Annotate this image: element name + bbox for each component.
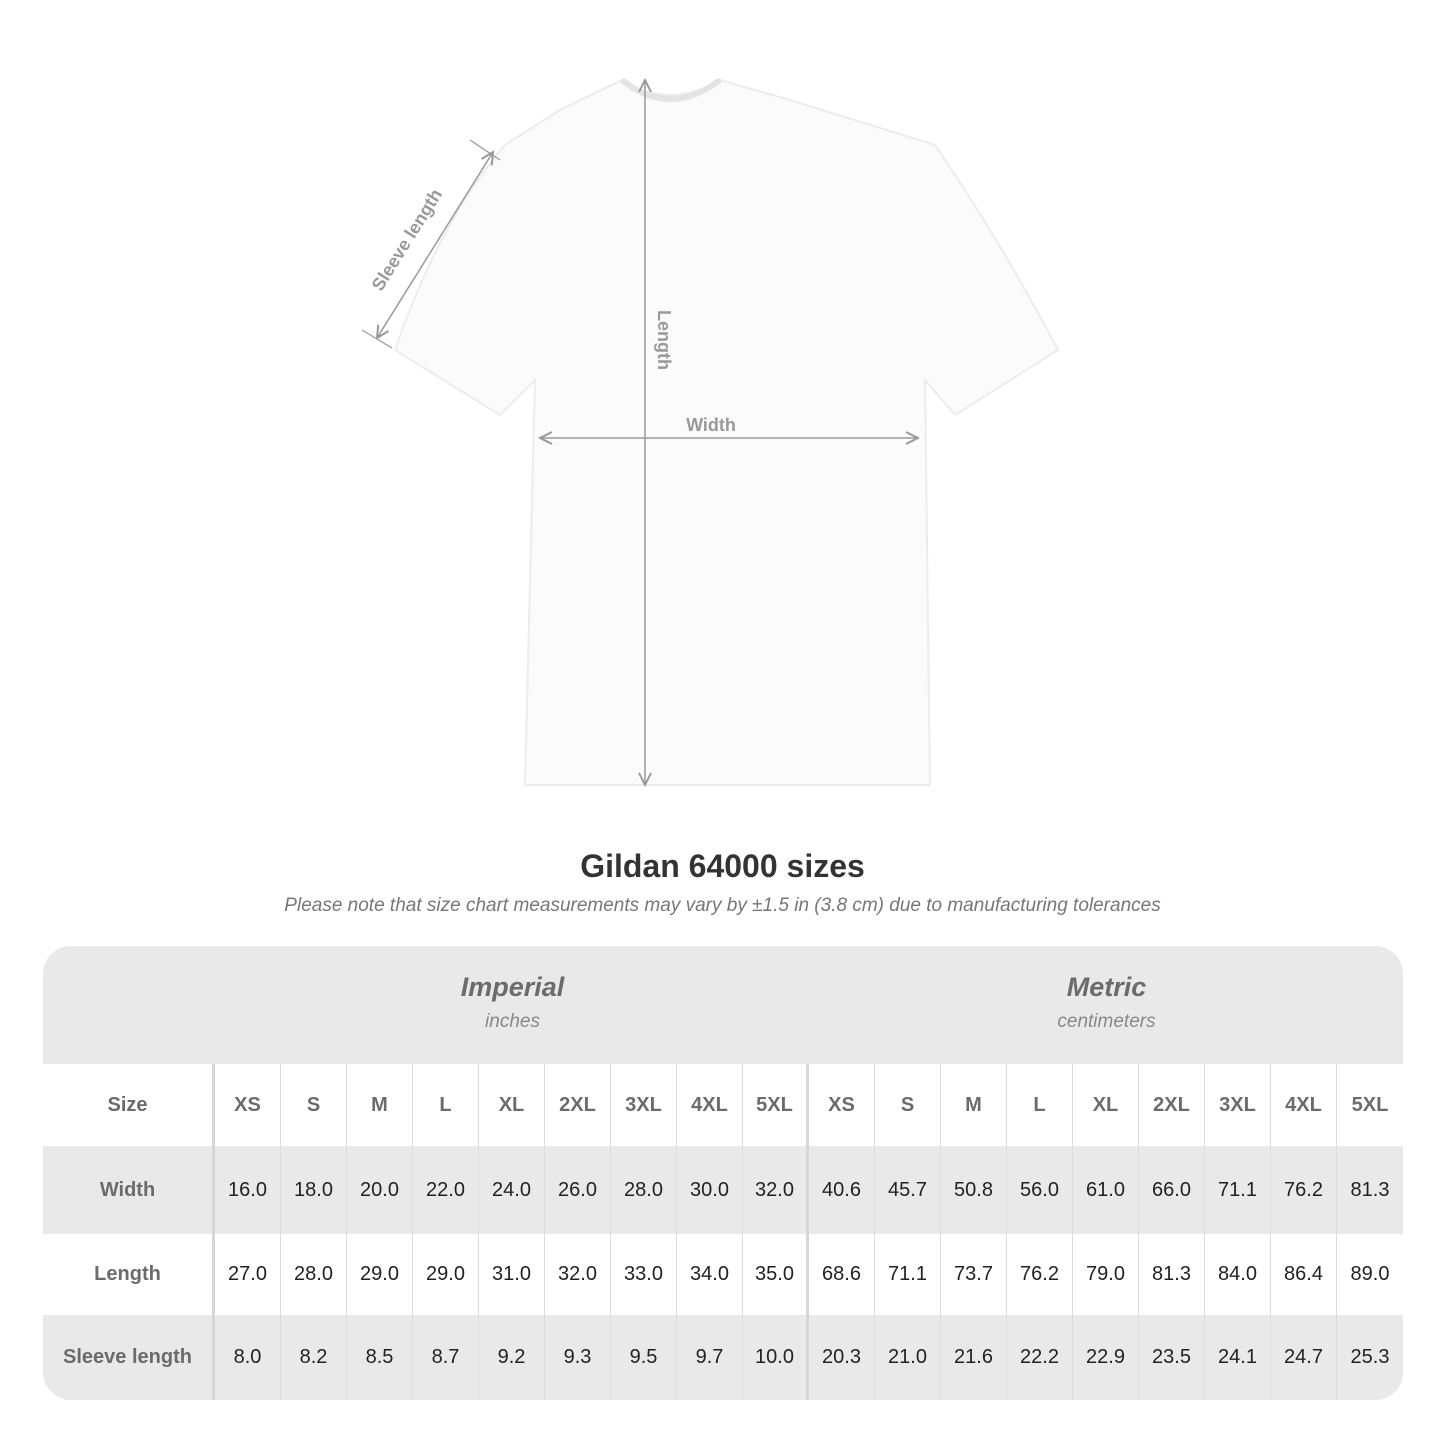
table-cell: 32.0 [545,1234,611,1315]
table-cell: 31.0 [479,1234,545,1315]
table-cell: 71.1 [1205,1146,1271,1234]
size-header-cell: M [941,1064,1007,1146]
size-table: Imperial inches Metric centimeters Size X… [43,946,1403,1400]
table-cell: 33.0 [611,1234,677,1315]
table-cell: 8.2 [281,1315,347,1400]
size-header-cell: XS [809,1064,875,1146]
table-cell: 81.3 [1350,1178,1390,1201]
table-cell: 84.0 [1205,1234,1271,1315]
size-header-cell: 3XL [611,1064,677,1146]
table-cell: 10.0 [743,1315,809,1400]
table-cell: 20.3 [809,1315,875,1400]
size-header-cell: XL [479,1064,545,1146]
table-cell: 79.0 [1073,1234,1139,1315]
table-cell: 26.0 [545,1146,611,1234]
table-cell: 9.7 [677,1315,743,1400]
table-cell: 35.0 [743,1234,809,1315]
table-cell: 89.0 [1350,1263,1390,1285]
page-title: Gildan 64000 sizes [580,848,865,884]
table-cell: 9.2 [479,1315,545,1400]
table-row-width: Width 16.0 18.0 20.0 22.0 24.0 26.0 28.0 30.0 32.… [43,1146,1403,1234]
table-cell: 8.0 [215,1315,281,1400]
size-header-cell: S [875,1064,941,1146]
table-cell: 73.7 [941,1234,1007,1315]
table-cell: 50.8 [941,1146,1007,1234]
table-cell: 22.2 [1007,1315,1073,1400]
metric-unit: centimeters [1057,1011,1156,1032]
size-header-cell: S [281,1064,347,1146]
table-cell: 23.5 [1139,1315,1205,1400]
size-header-cell: XS [215,1064,281,1146]
length-label: Length [654,310,674,370]
tolerance-note: Please note that size chart measurements… [284,895,1161,916]
table-cell: 8.7 [413,1315,479,1400]
table-cell: 24.7 [1271,1315,1337,1400]
sleeve-arrow [377,152,493,338]
row-label: Length [43,1234,215,1315]
table-cell: 22.0 [413,1146,479,1234]
table-row-length: Length 27.0 28.0 29.0 29.0 31.0 32.0 33.0 34.0 35… [43,1234,1403,1315]
size-header-cell: M [347,1064,413,1146]
metric-title: Metric [1066,972,1147,1002]
size-header-cell: 2XL [545,1064,611,1146]
size-header-cell: 4XL [677,1064,743,1146]
imperial-unit: inches [485,1011,540,1032]
table-cell: 66.0 [1139,1146,1205,1234]
table-cell: 25.3 [1350,1346,1390,1368]
table-cell: 40.6 [809,1146,875,1234]
table-cell: 27.0 [215,1234,281,1315]
table-cell: 9.3 [545,1315,611,1400]
table-row-sleeve-length: Sleeve length 8.0 8.2 8.5 8.7 9.2 9.3 9.5 9.7 10.… [43,1315,1403,1400]
table-cell: 8.5 [347,1315,413,1400]
table-cell: 68.6 [809,1234,875,1315]
size-header-cell: 2XL [1139,1064,1205,1146]
imperial-header: Imperial inches [215,946,810,1064]
table-cell: 71.1 [875,1234,941,1315]
table-cell: 20.0 [347,1146,413,1234]
imperial-title: Imperial [460,972,565,1002]
size-header-cell: 3XL [1205,1064,1271,1146]
table-cell: 56.0 [1007,1146,1073,1234]
size-header-cell: L [1007,1064,1073,1146]
table-cell: 28.0 [611,1146,677,1234]
row-label: Width [43,1146,215,1234]
table-cell: 30.0 [677,1146,743,1234]
table-cell: 29.0 [413,1234,479,1315]
table-cell: 81.3 [1139,1234,1205,1315]
metric-header: Metric centimeters [810,946,1403,1064]
width-label: Width [686,415,736,435]
tshirt-diagram: Width Length Sleeve length [361,77,1060,820]
table-cell: 34.0 [677,1234,743,1315]
table-cell: 21.6 [941,1315,1007,1400]
table-cell: 76.2 [1007,1234,1073,1315]
table-cell: 86.4 [1271,1234,1337,1315]
table-cell: 32.0 [743,1146,809,1234]
table-cell: 9.5 [611,1315,677,1400]
table-cell: 45.7 [875,1146,941,1234]
size-header-cell: 5XL [743,1064,809,1146]
table-cell: 76.2 [1271,1146,1337,1234]
table-cell: 29.0 [347,1234,413,1315]
size-header-cell: L [413,1064,479,1146]
size-header-row: Size XS S M L XL 2XL 3XL 4XL 5XL XS S M L XL 2XL 3XL 4XL 5… [43,1064,1403,1146]
size-header-cell: XL [1073,1064,1139,1146]
table-cell: 28.0 [281,1234,347,1315]
table-cell: 24.0 [479,1146,545,1234]
table-cell: 16.0 [215,1146,281,1234]
size-header-cell: 4XL [1271,1064,1337,1146]
table-cell: 24.1 [1205,1315,1271,1400]
table-cell: 61.0 [1073,1146,1139,1234]
size-header-cell: 5XL [1351,1093,1389,1116]
table-cell: 21.0 [875,1315,941,1400]
table-cell: 18.0 [281,1146,347,1234]
size-label: Size [43,1064,215,1146]
table-cell: 22.9 [1073,1315,1139,1400]
row-label: Sleeve length [43,1315,215,1400]
